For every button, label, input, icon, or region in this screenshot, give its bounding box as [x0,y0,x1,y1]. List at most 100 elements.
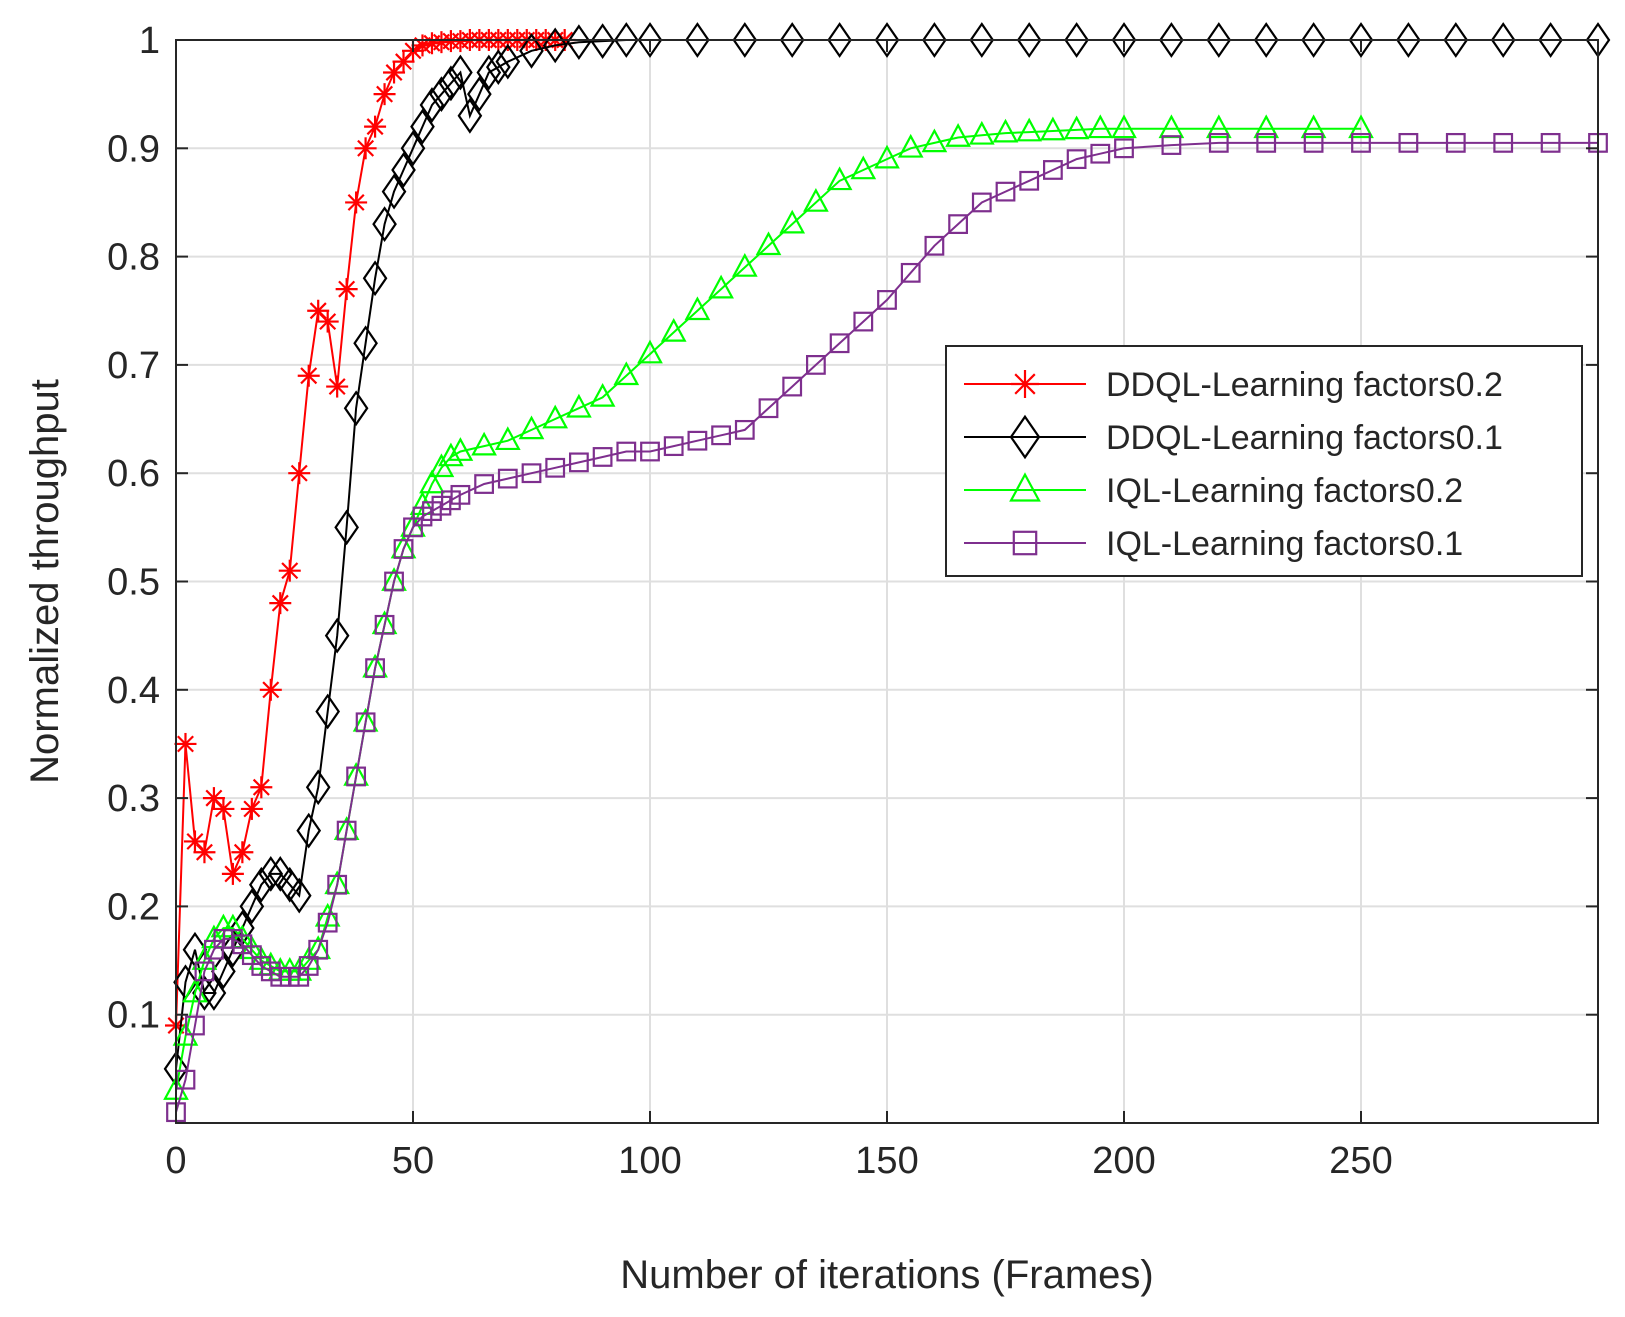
square-marker [1303,132,1324,153]
asterisk-marker [193,841,216,864]
diamond-marker [267,856,293,892]
diamond-marker [566,24,592,61]
y-tick-label: 0.3 [107,778,160,820]
y-tick-label: 1 [139,20,160,62]
square-marker [308,939,329,960]
y-tick-label: 0.1 [107,995,160,1037]
triangle-marker [968,120,995,145]
diamond-marker [315,693,341,730]
legend-entry: DDQL-Learning factors0.1 [964,414,1503,460]
ticks: 0 50 100 150 200 250 0.1 0.2 0.3 0.4 0.5 0.6 0.7 0.8 0… [107,20,1598,1182]
asterisk-marker [259,678,282,701]
square-marker [1540,132,1561,153]
diamond-marker [1064,22,1089,58]
triangle-marker [1087,114,1114,139]
diamond-marker [362,260,388,297]
triangle-marker [542,404,569,429]
legend-label: DDQL-Learning factors0.1 [1106,419,1503,457]
diamond-marker [732,22,758,58]
diamond-marker [779,22,805,58]
diamond-marker [1009,414,1041,460]
asterisk-marker [221,862,244,885]
square-marker [640,441,660,462]
x-axis-title: Number of iterations (Frames) [620,1253,1153,1297]
series-2 [163,22,1611,1087]
square-marker [971,192,992,213]
diamond-marker [1016,22,1042,58]
x-tick-label: 100 [618,1140,681,1182]
square-marker [1114,138,1134,159]
diamond-marker [922,22,947,58]
diamond-marker [334,509,359,546]
y-tick-label: 0.5 [107,562,160,604]
legend-label: DDQL-Learning factors0.2 [1106,366,1503,404]
square-marker [687,430,708,451]
diamond-marker [419,87,445,123]
square-marker [317,912,338,933]
asterisk-marker [326,375,349,398]
triangle-marker [803,188,829,212]
y-tick-label: 0.9 [107,128,160,170]
square-marker [1019,170,1040,191]
asterisk-marker [297,364,320,387]
square-marker [346,766,367,787]
triangle-marker [897,133,924,158]
square-marker [829,333,850,354]
diamond-marker [457,97,483,134]
diamond-marker [637,22,663,58]
diamond-marker [1348,22,1374,58]
asterisk-marker [278,559,301,582]
square-marker [355,712,376,733]
square-marker [374,614,395,635]
diamond-marker [391,152,416,188]
diamond-marker [410,108,435,145]
diamond-marker [1490,22,1516,58]
triangle-marker [1009,472,1041,502]
diamond-marker [969,22,995,58]
diamond-marker [343,390,369,427]
asterisk-marker [392,50,415,73]
triangle-marker [1300,114,1327,139]
square-marker [1012,530,1038,556]
diamond-marker [353,325,378,362]
square-marker [365,658,385,679]
diamond-marker [476,54,502,91]
diamond-marker [248,866,274,903]
triangle-marker [660,317,687,342]
triangle-marker [566,393,592,418]
square-marker [185,1015,205,1036]
square-marker [1256,132,1277,153]
x-tick-label: 250 [1329,1140,1392,1182]
legend-entry: IQL-Learning factors0.1 [964,525,1463,563]
triangle-marker [1016,117,1043,142]
diamond-marker [448,54,473,91]
square-marker [948,214,968,235]
diamond-marker [519,32,544,69]
asterisk-marker [212,797,235,820]
triangle-marker [945,123,971,147]
square-marker [1161,135,1182,155]
diamond-marker [1396,22,1421,58]
asterisk-marker [250,776,273,799]
x-tick-label: 50 [392,1140,434,1182]
triangle-marker [438,442,464,467]
diamond-marker [1538,22,1563,58]
triangle-marker [637,339,663,364]
diamond-marker [1301,22,1326,58]
square-marker [1493,132,1514,153]
square-marker [497,468,518,489]
square-marker [663,436,684,457]
diamond-marker [211,953,236,990]
diamond-marker [381,173,407,210]
square-marker [1351,132,1371,153]
y-tick-label: 0.2 [107,886,160,928]
square-marker [711,425,731,446]
square-marker [616,441,637,462]
legend-label: IQL-Learning factors0.2 [1106,472,1463,510]
square-marker [1090,143,1111,164]
asterisk-marker [231,841,254,864]
asterisk-marker [174,732,197,755]
triangle-marker [755,231,782,256]
